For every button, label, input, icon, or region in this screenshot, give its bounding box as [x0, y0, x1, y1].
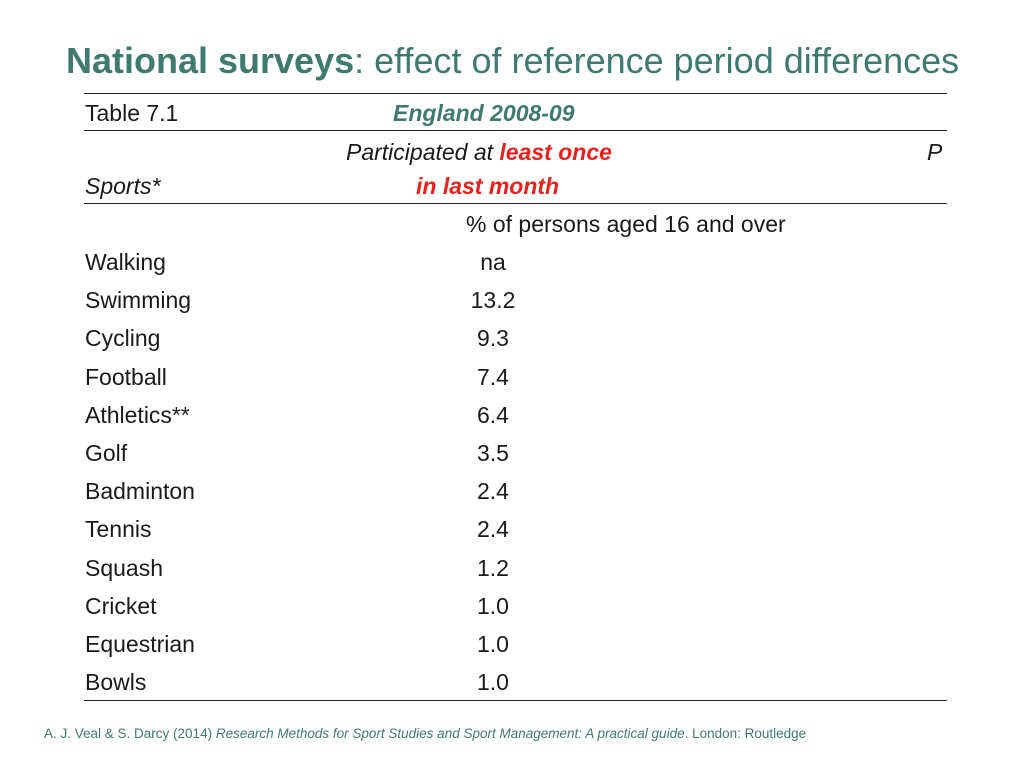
citation: A. J. Veal & S. Darcy (2014) Research Me… — [44, 726, 806, 741]
column-header-line2: in last month — [416, 173, 560, 199]
table-row-sport: Golf — [85, 440, 128, 466]
slide-title-bold: National surveys — [66, 40, 355, 81]
table-row-sport: Badminton — [85, 478, 195, 504]
table-row-value: 1.0 — [477, 593, 509, 619]
column-header-line1-text: Participated at — [346, 139, 500, 165]
table-row-value: 9.3 — [477, 325, 509, 351]
column-header-emphasis: least once — [499, 139, 612, 165]
table-row-value: 13.2 — [470, 287, 516, 313]
table-row-sport: Cycling — [85, 325, 161, 351]
slide-title-rest: : effect of reference period differences — [354, 40, 960, 81]
table-row-sport: Cricket — [85, 593, 157, 619]
table-row-sport: Swimming — [85, 287, 192, 313]
citation-publisher: . London: Routledge — [684, 726, 807, 741]
table-row-value: 1.0 — [477, 631, 509, 657]
table-row-sport: Walking — [85, 249, 166, 275]
table-row-value: 6.4 — [477, 402, 509, 428]
table-top-rule — [84, 93, 947, 94]
table-row-sport: Squash — [85, 555, 164, 581]
table-row-value: 2.4 — [477, 516, 509, 542]
right-column-header: P — [927, 139, 943, 165]
table-header-rule — [84, 130, 947, 131]
table-row-value: 3.5 — [477, 440, 509, 466]
citation-book-title: Research Methods for Sport Studies and S… — [215, 726, 685, 741]
table-row-sport: Athletics** — [85, 402, 190, 428]
table-region: England 2008-09 — [393, 100, 575, 126]
table-row-sport: Bowls — [85, 669, 147, 695]
units-label: % of persons aged 16 and over — [466, 211, 786, 237]
table-row-value: 2.4 — [477, 478, 509, 504]
table-row-value: 1.2 — [477, 555, 509, 581]
table-label: Table 7.1 — [85, 100, 179, 126]
column-header-line1: Participated at least once — [346, 141, 612, 164]
table-row-sport: Football — [85, 364, 167, 390]
table-subheader-rule — [84, 203, 947, 204]
citation-authors: A. J. Veal & S. Darcy (2014) — [44, 726, 216, 741]
table-bottom-rule — [84, 700, 947, 701]
table-row-sport: Tennis — [85, 516, 152, 542]
table-row-value: 1.0 — [477, 669, 509, 695]
table-row-value: na — [480, 249, 506, 275]
slide-title: National surveys: effect of reference pe… — [66, 40, 959, 82]
table-row-value: 7.4 — [477, 364, 509, 390]
row-header: Sports* — [85, 173, 161, 199]
table-row-sport: Equestrian — [85, 631, 195, 657]
